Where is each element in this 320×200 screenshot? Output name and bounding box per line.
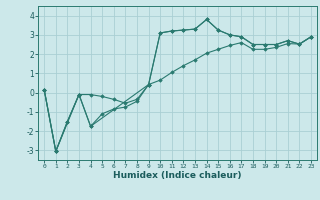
X-axis label: Humidex (Indice chaleur): Humidex (Indice chaleur) [113, 171, 242, 180]
